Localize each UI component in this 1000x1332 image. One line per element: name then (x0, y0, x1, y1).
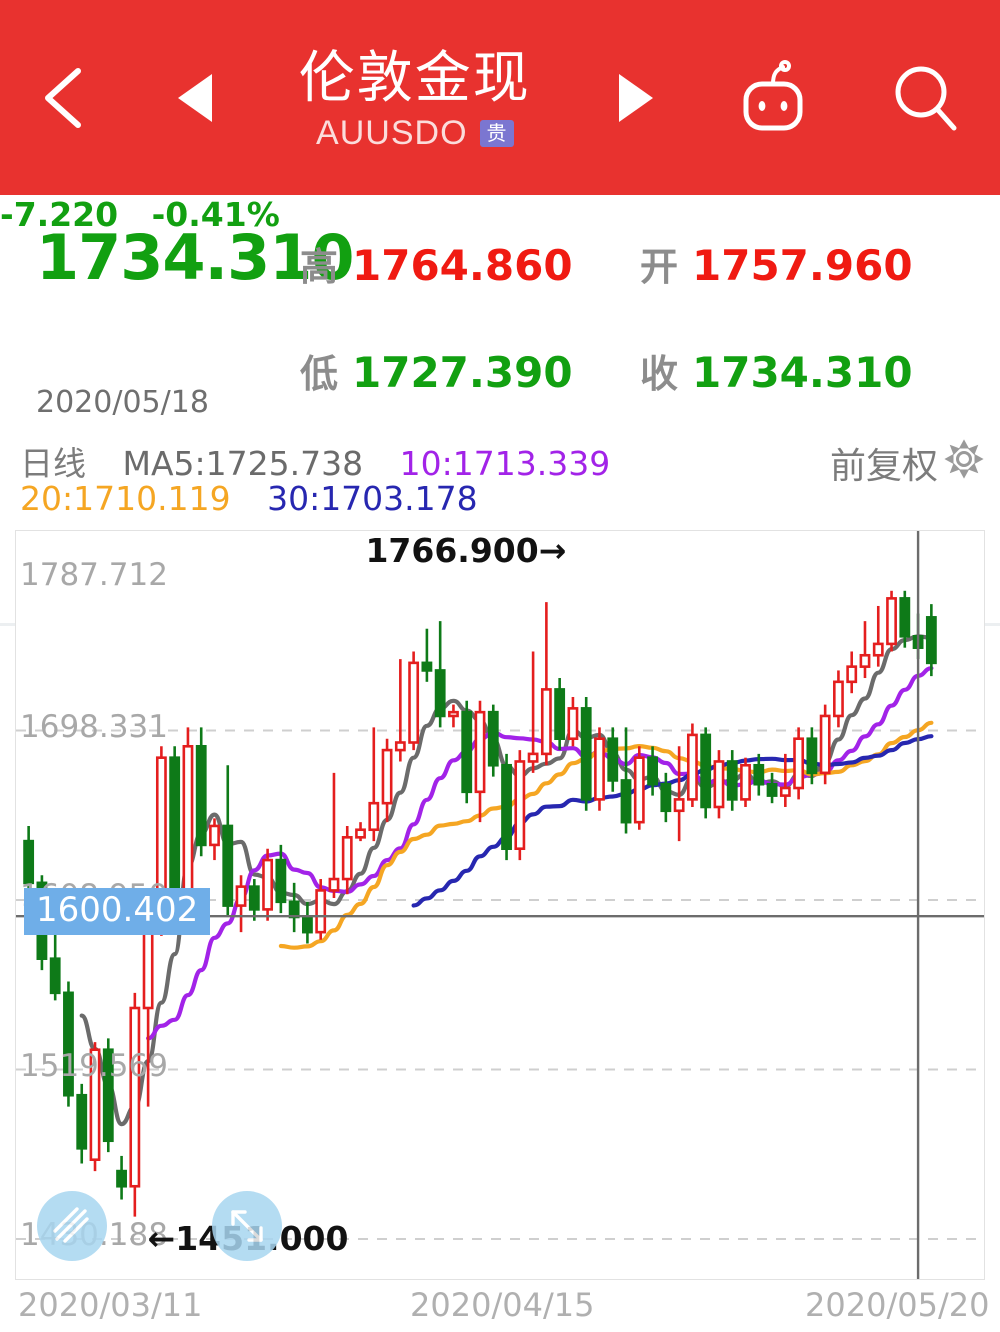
page-title: 伦敦金现 (298, 46, 531, 111)
ma10-value: 10:1713.339 (399, 444, 611, 483)
x-axis-label-1: 2020/04/15 (410, 1286, 595, 1324)
low-label: 低 (300, 352, 339, 396)
y-axis-label-top: 1787.712 (20, 557, 168, 593)
indicator-bar: 日线 MA5:1725.738 10:1713.339 20:1710.119 … (0, 433, 1000, 528)
x-axis-label-0: 2020/03/11 (18, 1286, 203, 1324)
instrument-title-block: 伦敦金现 AUUSDO 贵 (299, 48, 531, 153)
change-absolute: -7.220 (0, 195, 119, 234)
indicator-line-2: 20:1710.119 30:1703.178 (20, 479, 504, 518)
open-field: 开 1757.960 (640, 236, 913, 291)
close-label: 收 (640, 352, 679, 396)
expand-diagonal-icon (231, 1210, 263, 1242)
quote-date: 2020/05/18 (36, 385, 209, 420)
triangle-right-icon[interactable] (609, 70, 657, 126)
gear-icon[interactable] (944, 438, 984, 488)
instrument-code: AUUSDO (316, 114, 468, 152)
triangle-left-icon[interactable] (172, 70, 220, 126)
open-label: 开 (640, 245, 679, 289)
close-field: 收 1734.310 (640, 343, 913, 398)
trendline-tool-button[interactable] (37, 1191, 107, 1261)
adjust-label: 前复权 (829, 446, 938, 487)
period-label[interactable]: 日线 (20, 444, 86, 483)
last-price: 1734.310 (36, 221, 355, 294)
low-value: 1727.390 (352, 348, 573, 397)
change-field: -7.220 -0.41% (0, 195, 1000, 234)
trendline-icon (53, 1207, 89, 1243)
back-icon[interactable] (38, 63, 94, 133)
high-label: 高 (300, 245, 339, 289)
y-axis-label-2: 1698.331 (20, 708, 168, 745)
open-value: 1757.960 (692, 241, 913, 290)
robot-icon[interactable] (736, 59, 810, 136)
quote-panel: 1734.310 高 1764.860 开 1757.960 低 1727.39… (0, 195, 1000, 626)
y-axis-label-4: 1519.569 (20, 1047, 168, 1084)
x-axis-label-2: 2020/05/20 (805, 1286, 990, 1324)
period-high-annotation: 1766.900→ (365, 531, 567, 570)
change-percent: -0.41% (151, 195, 280, 234)
ma5-value: MA5:1725.738 (122, 444, 364, 483)
app-header: 伦敦金现 AUUSDO 贵 (0, 0, 1000, 195)
expand-chart-button[interactable] (212, 1191, 282, 1261)
search-icon[interactable] (888, 60, 962, 136)
candlestick-chart[interactable]: 1787.712 1698.331 1608.950 1519.569 1430… (15, 530, 985, 1280)
ma20-value: 20:1710.119 (20, 479, 231, 518)
crosshair-price-label: 1600.402 (24, 888, 211, 936)
indicator-line-1: 日线 MA5:1725.738 10:1713.339 (20, 437, 636, 485)
low-field: 低 1727.390 (300, 343, 573, 398)
high-value: 1764.860 (352, 241, 573, 290)
high-field: 高 1764.860 (300, 236, 573, 291)
x-axis: 2020/03/11 2020/04/15 2020/05/20 (0, 1286, 1000, 1332)
close-value: 1734.310 (692, 348, 913, 397)
adjust-control[interactable]: 前复权 (830, 437, 984, 489)
ma30-value: 30:1703.178 (267, 479, 478, 518)
status-badge: 贵 (479, 120, 514, 147)
